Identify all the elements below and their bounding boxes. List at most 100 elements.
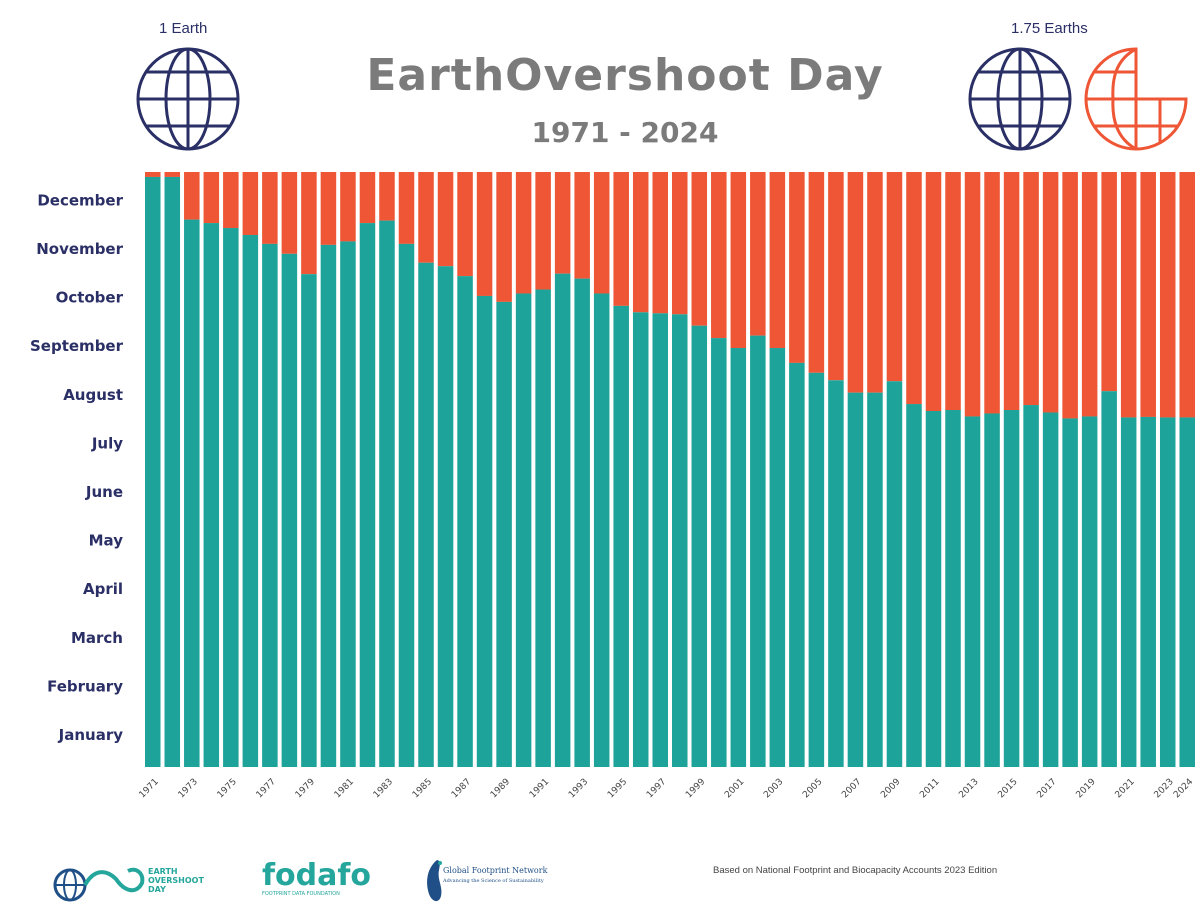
bar-after-overshoot-1981 bbox=[340, 172, 356, 242]
x-tick-2007: 2007 bbox=[840, 777, 863, 800]
bar-after-overshoot-2020 bbox=[1101, 172, 1117, 392]
bar-after-overshoot-1988 bbox=[476, 172, 493, 296]
y-label-november: November bbox=[36, 240, 123, 258]
x-tick-1995: 1995 bbox=[606, 777, 629, 800]
bar-after-overshoot-2010 bbox=[906, 172, 922, 405]
x-tick-2011: 2011 bbox=[918, 777, 941, 800]
logo-text-line: OVERSHOOT bbox=[148, 876, 204, 885]
x-tick-1981: 1981 bbox=[333, 777, 356, 800]
bar-after-overshoot-2011 bbox=[925, 172, 942, 411]
bar-after-overshoot-2014 bbox=[984, 172, 1000, 414]
bar-before-overshoot-1998 bbox=[672, 314, 688, 767]
bar-after-overshoot-2002 bbox=[750, 172, 766, 336]
y-label-december: December bbox=[37, 191, 123, 209]
x-tick-2003: 2003 bbox=[762, 777, 785, 800]
bar-after-overshoot-2016 bbox=[1023, 172, 1039, 406]
bar-before-overshoot-1986 bbox=[437, 266, 454, 767]
footprint-icon bbox=[427, 860, 442, 902]
bar-before-overshoot-2003 bbox=[769, 348, 786, 767]
globe-icon bbox=[968, 47, 1072, 151]
bar-before-overshoot-1987 bbox=[457, 276, 473, 767]
earths-label: 1.75 Earths bbox=[1011, 20, 1088, 37]
y-label-march: March bbox=[71, 629, 123, 647]
bar-before-overshoot-1971 bbox=[145, 176, 161, 768]
y-label-may: May bbox=[89, 532, 124, 550]
bar-before-overshoot-1978 bbox=[281, 253, 298, 767]
x-tick-1973: 1973 bbox=[177, 777, 200, 800]
bar-before-overshoot-1995 bbox=[613, 305, 629, 767]
bar-after-overshoot-2004 bbox=[789, 172, 805, 363]
bar-before-overshoot-2004 bbox=[789, 362, 805, 767]
x-tick-1985: 1985 bbox=[411, 777, 434, 800]
fodafo-name: fodafo bbox=[262, 858, 372, 893]
x-tick-2019: 2019 bbox=[1075, 777, 1098, 800]
gfn-tagline: Advancing the Science of Sustainability bbox=[443, 878, 544, 884]
bar-before-overshoot-1979 bbox=[301, 274, 317, 767]
x-tick-1989: 1989 bbox=[489, 777, 512, 800]
logo-loop-icon bbox=[53, 867, 145, 902]
bar-after-overshoot-1972 bbox=[164, 172, 181, 177]
bar-before-overshoot-2005 bbox=[808, 372, 825, 767]
bar-before-overshoot-2014 bbox=[984, 413, 1000, 767]
logo-text-line: DAY bbox=[148, 885, 166, 894]
bar-after-overshoot-1977 bbox=[262, 172, 278, 244]
bar-after-overshoot-1978 bbox=[281, 172, 298, 254]
bar-before-overshoot-1981 bbox=[340, 241, 356, 767]
bar-after-overshoot-2015 bbox=[1003, 172, 1020, 410]
bar-before-overshoot-2016 bbox=[1023, 405, 1039, 767]
bar-before-overshoot-1985 bbox=[418, 262, 434, 767]
x-tick-1983: 1983 bbox=[372, 777, 395, 800]
bars-group bbox=[145, 172, 1195, 768]
bar-after-overshoot-2017 bbox=[1042, 172, 1059, 413]
y-axis-labels: January February March April May June July Augu… bbox=[30, 191, 124, 744]
bar-before-overshoot-2013 bbox=[964, 416, 981, 767]
bar-after-overshoot-1973 bbox=[184, 172, 200, 220]
bar-after-overshoot-2001 bbox=[730, 172, 747, 349]
bar-after-overshoot-2018 bbox=[1062, 172, 1078, 419]
bar-before-overshoot-1975 bbox=[223, 228, 239, 767]
bar-before-overshoot-2002 bbox=[750, 335, 766, 767]
bar-after-overshoot-2008 bbox=[867, 172, 883, 393]
bar-before-overshoot-2006 bbox=[828, 380, 844, 767]
bar-before-overshoot-1982 bbox=[359, 223, 376, 768]
bar-before-overshoot-1974 bbox=[203, 223, 220, 768]
bar-before-overshoot-1993 bbox=[574, 278, 590, 767]
bar-before-overshoot-1999 bbox=[691, 325, 708, 767]
x-tick-1993: 1993 bbox=[567, 777, 590, 800]
x-tick-1987: 1987 bbox=[450, 777, 473, 800]
source-note: Based on National Footprint and Biocapac… bbox=[713, 865, 998, 876]
x-tick-1999: 1999 bbox=[684, 777, 707, 800]
bar-before-overshoot-2023 bbox=[1159, 417, 1176, 767]
bar-before-overshoot-2000 bbox=[711, 338, 727, 767]
x-tick-2024: 2024 bbox=[1172, 777, 1195, 800]
bar-before-overshoot-2021 bbox=[1120, 417, 1137, 767]
y-label-july: July bbox=[91, 434, 123, 452]
bar-before-overshoot-1989 bbox=[496, 301, 512, 767]
logo-text: EARTH OVERSHOOT DAY bbox=[148, 867, 204, 894]
bar-before-overshoot-1996 bbox=[632, 312, 649, 767]
bar-before-overshoot-1977 bbox=[262, 243, 278, 768]
bar-before-overshoot-2017 bbox=[1042, 412, 1059, 767]
bar-before-overshoot-1983 bbox=[379, 220, 395, 767]
bar-before-overshoot-2008 bbox=[867, 392, 883, 767]
bar-before-overshoot-1990 bbox=[515, 293, 532, 767]
bar-before-overshoot-1991 bbox=[535, 289, 551, 767]
bar-after-overshoot-1999 bbox=[691, 172, 708, 326]
bar-after-overshoot-2012 bbox=[945, 172, 961, 410]
bar-before-overshoot-1997 bbox=[652, 313, 668, 767]
bar-before-overshoot-2009 bbox=[886, 381, 903, 767]
y-label-february: February bbox=[47, 677, 123, 695]
bar-before-overshoot-1980 bbox=[320, 244, 337, 767]
bar-before-overshoot-2010 bbox=[906, 404, 922, 767]
x-tick-1991: 1991 bbox=[528, 777, 551, 800]
chart-title: EarthOvershoot Day bbox=[366, 50, 884, 101]
bar-after-overshoot-1983 bbox=[379, 172, 395, 221]
bar-after-overshoot-1993 bbox=[574, 172, 590, 279]
bar-after-overshoot-2024 bbox=[1179, 172, 1195, 418]
x-tick-1975: 1975 bbox=[216, 777, 239, 800]
x-tick-1971: 1971 bbox=[138, 777, 161, 800]
bar-after-overshoot-1989 bbox=[496, 172, 512, 302]
bar-before-overshoot-2024 bbox=[1179, 417, 1195, 767]
gfn-name: Global Footprint Network bbox=[443, 866, 548, 875]
bar-after-overshoot-1986 bbox=[437, 172, 454, 267]
